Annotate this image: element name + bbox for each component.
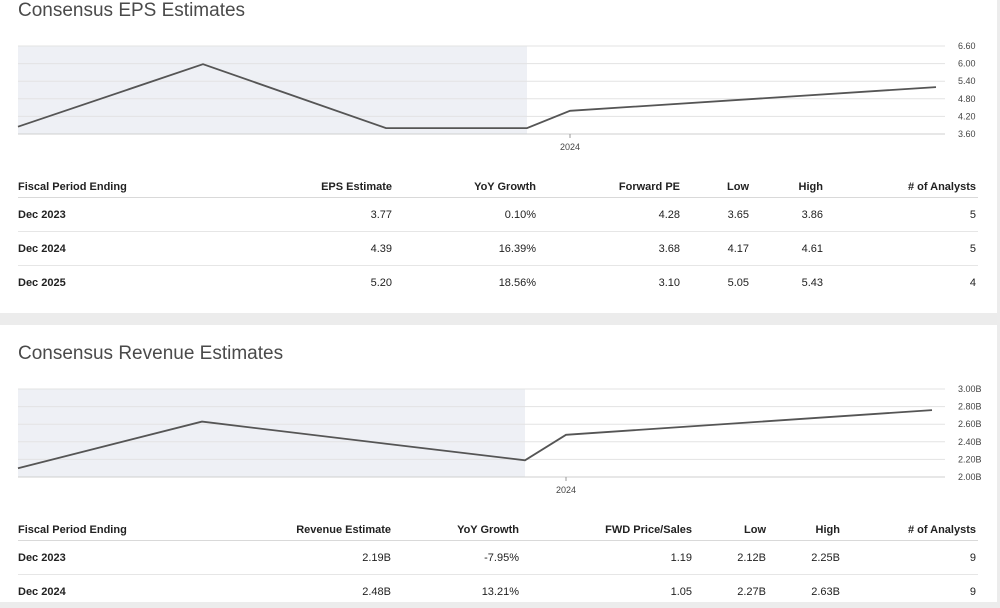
table-cell: Dec 2025 [18, 277, 66, 289]
table-cell: 4.17 [728, 243, 749, 255]
revenue-table: Fiscal Period Ending Revenue Estimate YoY … [18, 518, 978, 608]
table-cell: Dec 2024 [18, 243, 66, 255]
y-tick-label: 2.60B [958, 419, 982, 429]
y-tick-label: 4.80 [958, 94, 976, 104]
y-tick-label: 3.60 [958, 129, 976, 139]
column-header: YoY Growth [474, 181, 536, 193]
y-tick-label: 5.40 [958, 76, 976, 86]
table-cell: 5.05 [728, 277, 749, 289]
table-cell: 18.56% [499, 277, 536, 289]
table-row: Dec 2025 5.20 18.56% 3.10 5.05 5.43 4 [18, 266, 978, 299]
column-header: Forward PE [619, 181, 680, 193]
table-cell: 4.61 [802, 243, 823, 255]
table-cell: Dec 2023 [18, 552, 66, 564]
y-tick-label: 6.60 [958, 41, 976, 51]
table-cell: 4.39 [371, 243, 392, 255]
column-header: Fiscal Period Ending [18, 181, 127, 193]
column-header: # of Analysts [908, 524, 976, 536]
table-row: Dec 2023 2.19B -7.95% 1.19 2.12B 2.25B 9 [18, 541, 978, 575]
column-header: Low [744, 524, 766, 536]
eps-section-title: Consensus EPS Estimates [18, 0, 245, 22]
table-row: Dec 2024 4.39 16.39% 3.68 4.17 4.61 5 [18, 232, 978, 266]
table-cell: 5.43 [802, 277, 823, 289]
table-cell: 2.27B [737, 586, 766, 598]
revenue-section-title: Consensus Revenue Estimates [18, 343, 283, 365]
y-tick-label: 6.00 [958, 59, 976, 69]
column-header: EPS Estimate [321, 181, 392, 193]
revenue-chart: 3.00B 2.80B 2.60B 2.40B 2.20B 2.00B 2024 [0, 383, 1000, 508]
table-cell: 13.21% [482, 586, 519, 598]
revenue-section: Consensus Revenue Estimates 3.00B 2.80B 2.… [0, 325, 997, 602]
table-cell: 2.19B [362, 552, 391, 564]
table-cell: 4 [970, 277, 976, 289]
table-cell: 3.86 [802, 209, 823, 221]
y-tick-label: 2.40B [958, 437, 982, 447]
table-cell: 2.63B [811, 586, 840, 598]
table-cell: 5 [970, 209, 976, 221]
table-cell: 0.10% [505, 209, 536, 221]
table-cell: 5 [970, 243, 976, 255]
table-cell: 3.77 [371, 209, 392, 221]
column-header: YoY Growth [457, 524, 519, 536]
x-tick-label: 2024 [560, 142, 580, 152]
historical-shade [18, 389, 525, 477]
table-header-row: Fiscal Period Ending Revenue Estimate YoY … [18, 518, 978, 541]
table-cell: 3.10 [659, 277, 680, 289]
y-tick-label: 3.00B [958, 384, 982, 394]
table-cell: Dec 2023 [18, 209, 66, 221]
x-tick-label: 2024 [556, 485, 576, 495]
table-cell: 1.19 [671, 552, 692, 564]
y-tick-label: 4.20 [958, 111, 976, 121]
table-row: Dec 2023 3.77 0.10% 4.28 3.65 3.86 5 [18, 198, 978, 232]
table-cell: 16.39% [499, 243, 536, 255]
table-header-row: Fiscal Period Ending EPS Estimate YoY Grow… [18, 175, 978, 198]
y-tick-label: 2.20B [958, 454, 982, 464]
table-cell: 9 [970, 586, 976, 598]
table-cell: 2.25B [811, 552, 840, 564]
table-cell: 2.12B [737, 552, 766, 564]
eps-section: Consensus EPS Estimates 6.60 6.00 5.40 4.80… [0, 0, 997, 313]
column-header: Fiscal Period Ending [18, 524, 127, 536]
table-cell: 5.20 [371, 277, 392, 289]
table-cell: 4.28 [659, 209, 680, 221]
column-header: High [816, 524, 840, 536]
column-header: High [799, 181, 823, 193]
y-tick-label: 2.00B [958, 472, 982, 482]
table-cell: Dec 2024 [18, 586, 66, 598]
table-cell: 2.48B [362, 586, 391, 598]
table-cell: 3.65 [728, 209, 749, 221]
column-header: Low [727, 181, 749, 193]
eps-table: Fiscal Period Ending EPS Estimate YoY Grow… [18, 175, 978, 299]
table-cell: 1.05 [671, 586, 692, 598]
historical-shade [18, 46, 527, 134]
table-cell: 9 [970, 552, 976, 564]
column-header: Revenue Estimate [296, 524, 391, 536]
table-row: Dec 2024 2.48B 13.21% 1.05 2.27B 2.63B 9 [18, 575, 978, 608]
table-cell: 3.68 [659, 243, 680, 255]
column-header: FWD Price/Sales [605, 524, 692, 536]
column-header: # of Analysts [908, 181, 976, 193]
table-cell: -7.95% [484, 552, 519, 564]
y-tick-label: 2.80B [958, 402, 982, 412]
eps-chart: 6.60 6.00 5.40 4.80 4.20 3.60 2024 [0, 40, 1000, 165]
